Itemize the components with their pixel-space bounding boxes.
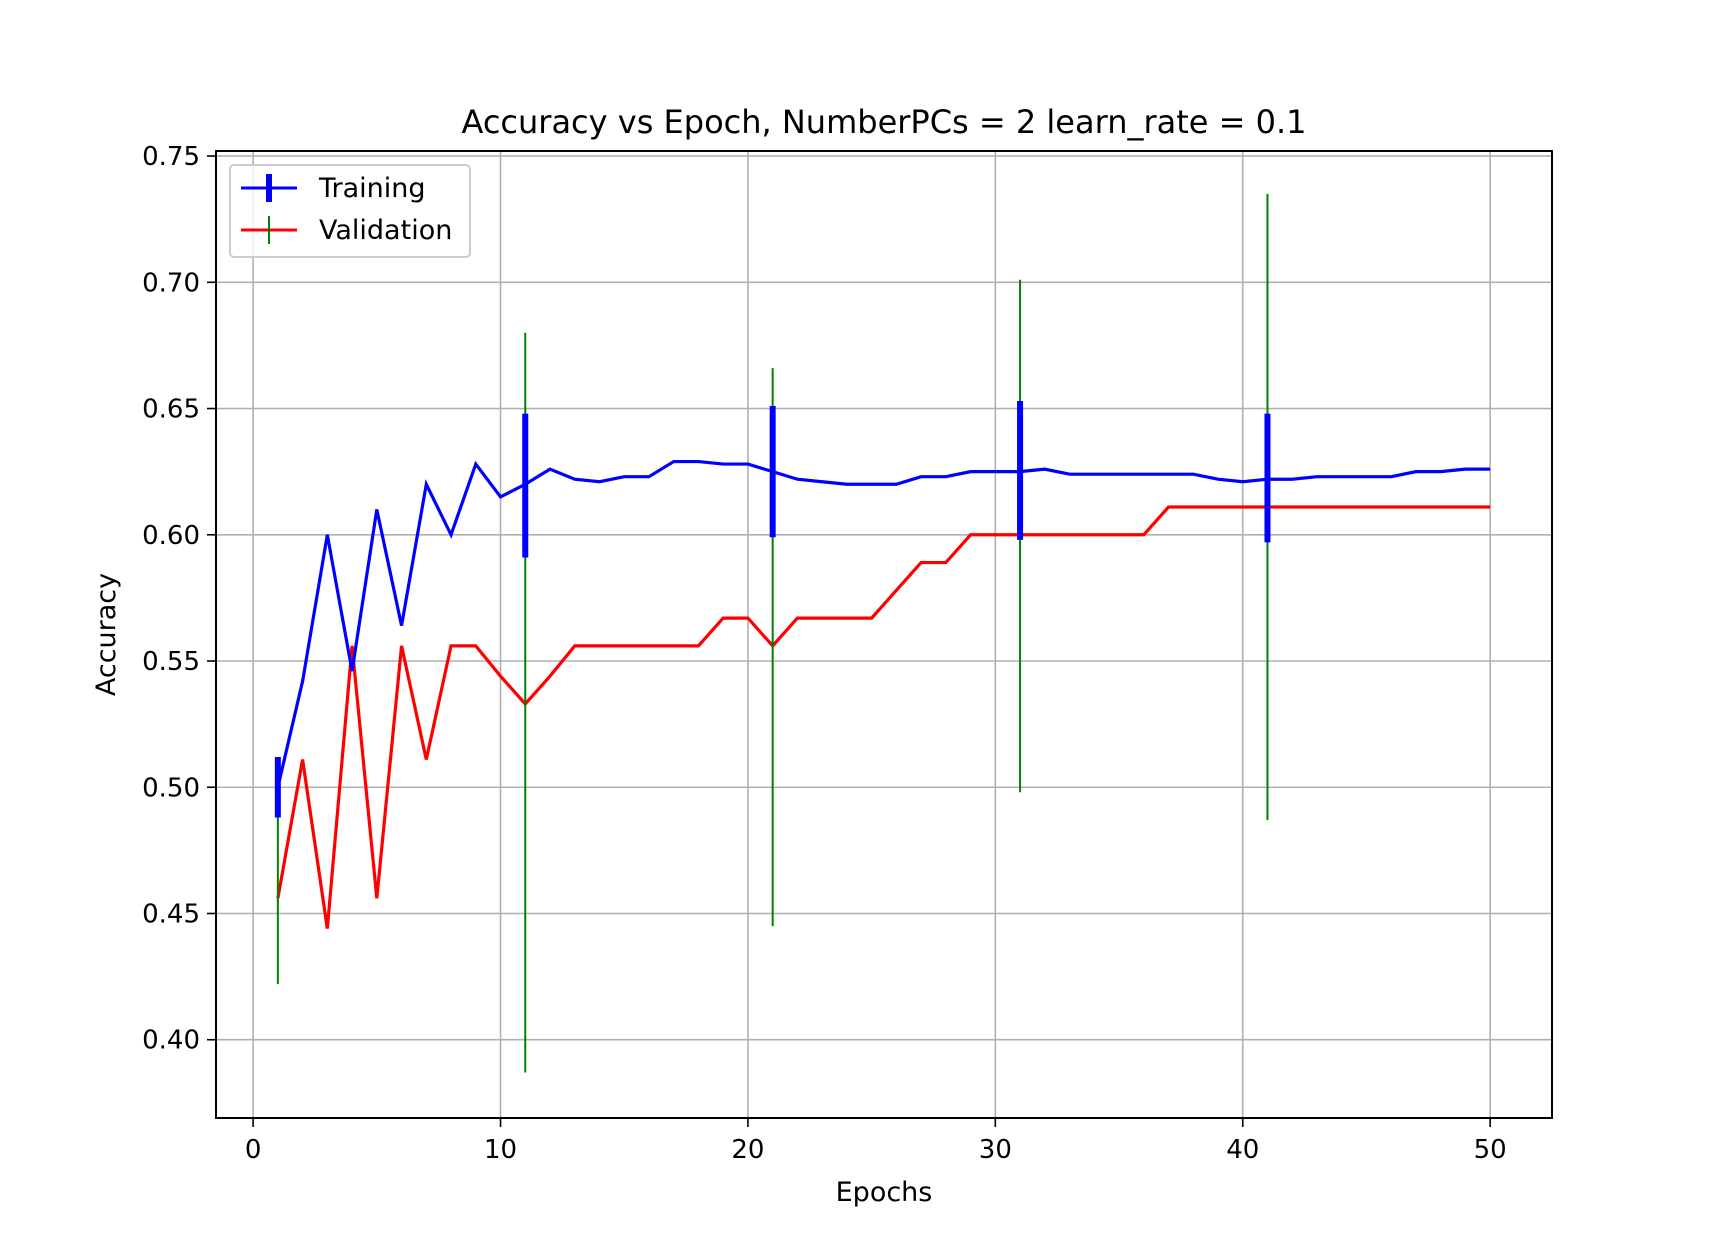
axis-ticks: 0 10 20 30 40 50 0.40 0.45 0.50 0.55 0.60 0.65 0.70 0…: [142, 142, 1507, 1165]
y-tick-label: 0.55: [142, 647, 200, 677]
x-axis-label: Epochs: [836, 1177, 933, 1208]
series-line-training: [276, 459, 1491, 788]
y-tick-label: 0.65: [142, 395, 200, 425]
legend-label-training: Training: [318, 173, 426, 204]
plot-frame: [215, 150, 1553, 1119]
y-axis-label: Accuracy: [91, 573, 122, 696]
legend-item-training: Training: [241, 173, 426, 204]
x-tick-label: 40: [1226, 1135, 1259, 1165]
x-tick-label: 0: [245, 1135, 262, 1165]
series-lines: [276, 459, 1491, 929]
legend-label-validation: Validation: [319, 215, 452, 246]
y-tick-label: 0.75: [142, 142, 200, 172]
y-tick-label: 0.70: [142, 268, 200, 298]
y-tick-label: 0.45: [142, 899, 200, 929]
y-tick-label: 0.60: [142, 521, 200, 551]
x-tick-label: 50: [1474, 1135, 1507, 1165]
x-tick-label: 20: [731, 1135, 764, 1165]
x-tick-label: 10: [484, 1135, 517, 1165]
y-tick-label: 0.40: [142, 1026, 200, 1056]
legend: Training Validation: [229, 164, 471, 258]
series-line-validation: [276, 505, 1491, 929]
grid: [216, 151, 1552, 1118]
y-tick-label: 0.50: [142, 773, 200, 803]
x-tick-label: 30: [979, 1135, 1012, 1165]
chart-title: Accuracy vs Epoch, NumberPCs = 2 learn_r…: [461, 103, 1306, 141]
legend-item-validation: Validation: [241, 215, 452, 246]
error-bars: [274, 193, 1271, 1073]
